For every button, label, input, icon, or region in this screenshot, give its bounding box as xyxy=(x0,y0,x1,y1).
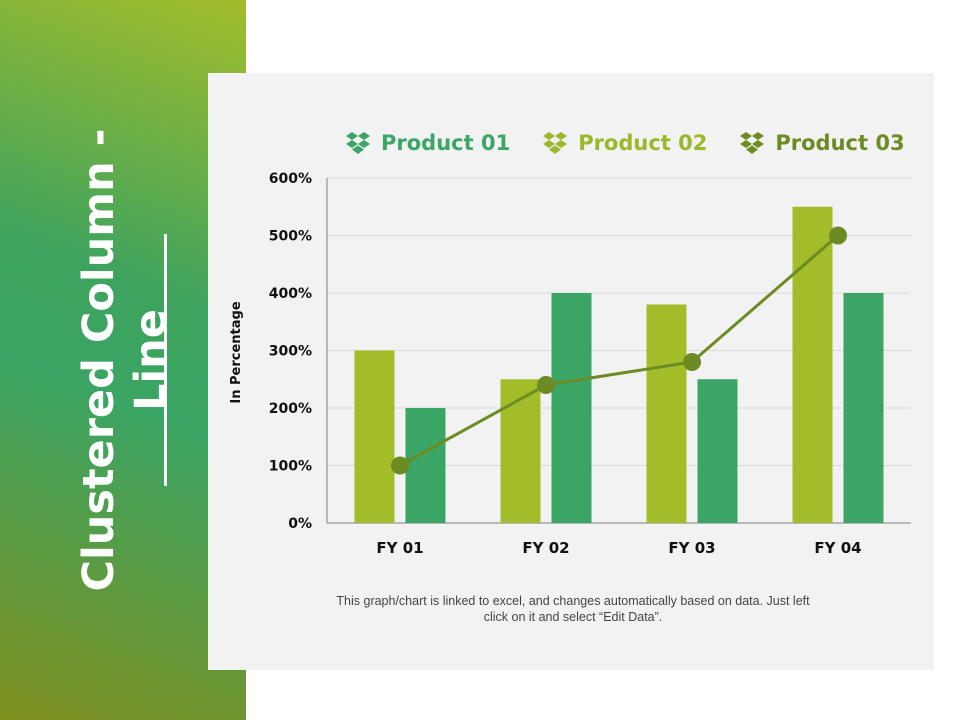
bar-product-01-fy-04 xyxy=(843,293,884,523)
line-point-fy-03 xyxy=(683,353,701,371)
legend-item-product-01: Product 01 xyxy=(345,131,510,155)
x-tick-label: FY 01 xyxy=(376,539,423,557)
bar-product-02-fy-04 xyxy=(792,206,833,523)
bar-product-01-fy-03 xyxy=(697,379,738,523)
line-point-fy-02 xyxy=(537,376,555,394)
legend-item-product-03: Product 03 xyxy=(739,131,905,155)
line-point-fy-01 xyxy=(391,456,409,475)
y-tick-label: 400% xyxy=(269,286,312,302)
legend-item-product-02: Product 02 xyxy=(542,131,707,155)
y-tick-label: 500% xyxy=(269,229,312,245)
dropbox-icon xyxy=(346,132,370,154)
legend-label: Product 01 xyxy=(381,131,511,155)
bar-product-01-fy-01 xyxy=(405,408,446,523)
y-axis-title: In Percentage xyxy=(229,301,244,403)
x-tick-label: FY 04 xyxy=(814,539,861,557)
dropbox-icon xyxy=(740,132,765,154)
side-panel: Clustered Column - Line xyxy=(0,0,246,720)
title-underline xyxy=(164,234,167,486)
dropbox-icon xyxy=(543,132,568,154)
bar-product-02-fy-01 xyxy=(354,350,395,523)
line-point-fy-04 xyxy=(829,226,847,245)
x-tick-label: FY 03 xyxy=(668,539,715,557)
x-tick-label: FY 02 xyxy=(522,539,569,557)
y-tick-label: 600% xyxy=(269,171,312,187)
chart-footnote: This graph/chart is linked to excel, and… xyxy=(336,594,810,624)
bar-product-02-fy-03 xyxy=(646,304,687,523)
line-series-product-03 xyxy=(399,234,839,467)
y-tick-label: 100% xyxy=(269,459,312,475)
y-tick-label: 0% xyxy=(288,516,312,532)
chart-legend: Product 01 Product 02 Product 03 xyxy=(345,128,937,158)
y-tick-label: 200% xyxy=(269,401,312,417)
legend-label: Product 02 xyxy=(578,131,708,155)
bar-product-02-fy-02 xyxy=(500,379,541,523)
legend-label: Product 03 xyxy=(775,131,905,155)
y-tick-label: 300% xyxy=(269,344,312,360)
bar-product-01-fy-02 xyxy=(551,293,592,523)
